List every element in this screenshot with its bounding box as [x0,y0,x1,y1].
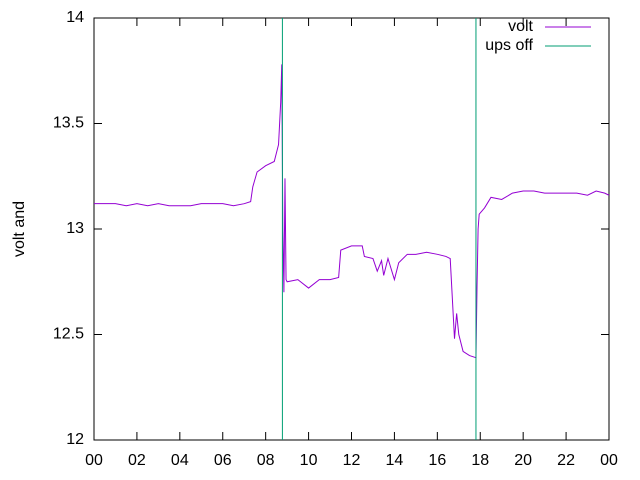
x-tick-label: 10 [300,452,318,469]
y-tick-label: 12.5 [53,326,84,343]
y-tick-label: 14 [66,9,84,26]
x-tick-label: 20 [514,452,532,469]
x-tick-label: 04 [171,452,189,469]
x-tick-label: 14 [386,452,404,469]
x-tick-label: 18 [471,452,489,469]
volt-line [94,64,610,359]
y-tick-label: 13 [66,220,84,237]
y-tick-label: 12 [66,431,84,448]
plot-frame [93,17,610,441]
x-tick-label: 12 [343,452,361,469]
legend-label: volt [508,18,533,35]
x-tick-label: 00 [600,452,618,469]
x-tick-label: 08 [257,452,275,469]
x-tick-label: 16 [428,452,446,469]
x-tick-label: 06 [214,452,232,469]
y-tick-label: 13.5 [53,115,84,132]
x-tick-label: 02 [128,452,146,469]
x-tick-label: 00 [85,452,103,469]
x-tick-label: 22 [557,452,575,469]
legend-label: ups off [485,37,533,54]
y-axis-label: volt and [11,201,28,257]
